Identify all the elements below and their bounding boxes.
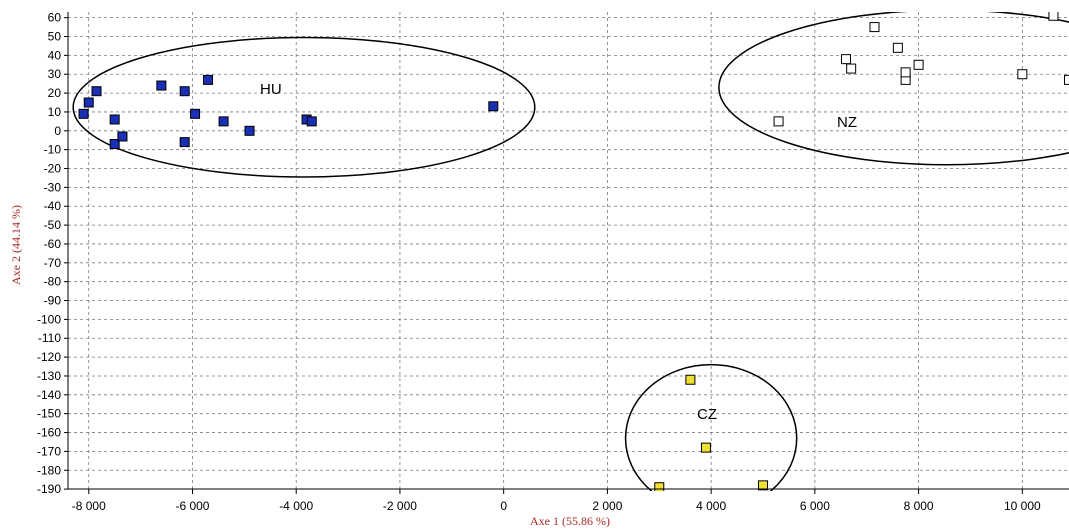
point-hu — [203, 74, 214, 85]
y-tick-label: -10 — [44, 143, 62, 157]
ellipse-hu — [72, 36, 536, 178]
point-nz — [1017, 69, 1028, 80]
x-tick-label: -4 000 — [279, 499, 313, 513]
point-hu — [306, 116, 317, 127]
point-nz — [1064, 74, 1069, 85]
ellipse-cz — [624, 363, 798, 491]
data-points — [78, 12, 1069, 491]
point-nz — [1048, 12, 1059, 21]
x-tick-label: -8 000 — [72, 499, 106, 513]
point-nz — [869, 22, 880, 33]
y-tick-label: -130 — [37, 369, 61, 383]
y-tick-label: 20 — [48, 86, 62, 100]
point-nz — [900, 67, 911, 78]
y-tick-label: -120 — [37, 350, 61, 364]
x-tick-label: 6 000 — [800, 499, 830, 513]
point-nz — [846, 63, 857, 74]
group-label-nz: NZ — [837, 114, 857, 131]
y-tick-label: -190 — [37, 482, 61, 496]
point-hu — [190, 108, 201, 119]
point-hu — [83, 97, 94, 108]
group-label-hu: HU — [260, 81, 282, 98]
point-cz — [654, 482, 665, 491]
y-tick-label: 30 — [48, 67, 62, 81]
tick-labels: 60 50 40 30 20 10 0 -10 -20 -30 -40 -50 -60 -70 -80 -90… — [37, 11, 1041, 513]
y-tick-label: -60 — [44, 237, 62, 251]
y-tick-label: -70 — [44, 256, 62, 270]
y-tick-label: 0 — [54, 124, 61, 138]
x-tick-label: 4 000 — [696, 499, 726, 513]
point-hu — [91, 86, 102, 97]
y-tick-label: -30 — [44, 180, 62, 194]
point-hu — [179, 137, 190, 148]
x-tick-label: -2 000 — [383, 499, 417, 513]
y-tick-label: 40 — [48, 48, 62, 62]
x-axis-title: Axe 1 (55.86 %) — [530, 514, 610, 528]
point-hu — [117, 131, 128, 142]
point-hu — [218, 116, 229, 127]
y-tick-label: -100 — [37, 312, 61, 326]
x-tick-label: 10 000 — [1004, 499, 1041, 513]
x-tick-label: -6 000 — [175, 499, 209, 513]
y-tick-label: -50 — [44, 218, 62, 232]
point-hu — [244, 125, 255, 136]
y-tick-label: -80 — [44, 275, 62, 289]
y-axis-title: Axe 2 (44.14 %) — [9, 205, 23, 285]
point-nz — [840, 54, 851, 65]
point-nz — [892, 42, 903, 53]
y-tick-label: -170 — [37, 444, 61, 458]
y-tick-label: -180 — [37, 463, 61, 477]
y-tick-label: -160 — [37, 426, 61, 440]
point-hu — [179, 86, 190, 97]
y-tick-label: -40 — [44, 199, 62, 213]
y-tick-label: -150 — [37, 407, 61, 421]
point-cz — [700, 442, 711, 453]
point-hu — [109, 139, 120, 150]
y-tick-label: -90 — [44, 294, 62, 308]
point-nz — [773, 116, 784, 127]
y-tick-label: -140 — [37, 388, 61, 402]
y-tick-label: -20 — [44, 162, 62, 176]
point-cz — [757, 480, 768, 491]
point-nz — [913, 59, 924, 70]
group-label-cz: CZ — [697, 406, 717, 423]
y-tick-label: 10 — [48, 105, 62, 119]
confidence-ellipses — [72, 12, 1069, 491]
axes — [67, 12, 1069, 490]
point-hu — [488, 101, 499, 112]
y-tick-label: 60 — [48, 11, 62, 25]
point-cz — [685, 374, 696, 385]
grid — [68, 12, 1069, 491]
y-tick-label: 50 — [48, 30, 62, 44]
y-tick-label: -110 — [38, 331, 61, 345]
x-tick-label: 2 000 — [592, 499, 622, 513]
ellipse-nz — [718, 12, 1069, 166]
point-hu — [156, 80, 167, 91]
x-tick-label: 8 000 — [904, 499, 934, 513]
point-hu — [78, 108, 89, 119]
point-hu — [109, 114, 120, 125]
x-tick-label: 0 — [500, 499, 507, 513]
